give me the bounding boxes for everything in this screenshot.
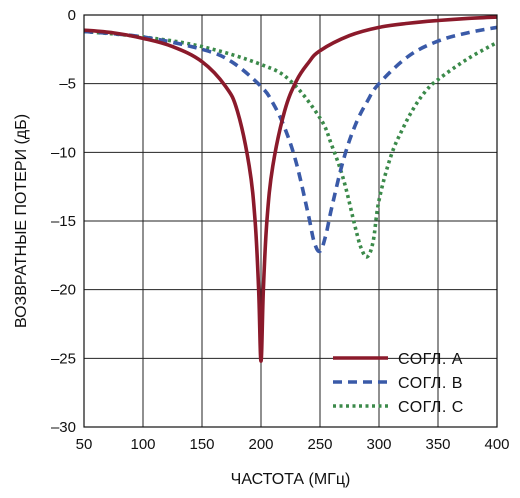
series-lines (84, 15, 497, 363)
legend-label-2: СОГЛ. В (398, 375, 463, 392)
x-tick-label: 50 (76, 436, 93, 453)
legend: СОГЛ. А СОГЛ. В СОГЛ. С (333, 351, 464, 416)
y-tick-label: –30 (51, 419, 76, 436)
y-axis-title: ВОЗВРАТНЫЕ ПОТЕРИ (дБ) (13, 114, 30, 328)
legend-label-1: СОГЛ. А (398, 351, 463, 368)
y-tick-label: –20 (51, 282, 76, 299)
y-tick-label: –25 (51, 350, 76, 367)
y-tick-label: –10 (51, 144, 76, 161)
x-tick-label: 300 (366, 436, 391, 453)
y-tick-label: –15 (51, 213, 76, 230)
legend-label-3: СОГЛ. С (398, 399, 464, 416)
x-tick-label: 100 (130, 436, 155, 453)
y-tick-label: 0 (68, 7, 76, 24)
x-tick-label: 400 (484, 436, 509, 453)
plot-frame (83, 14, 498, 428)
tick-labels: 50 100 150 200 250 300 350 400 0 –5 –10 –15 –20 –25 –3… (51, 7, 510, 453)
x-tick-label: 150 (189, 436, 214, 453)
x-tick-label: 250 (307, 436, 332, 453)
series-line-3 (84, 29, 497, 259)
x-tick-label: 350 (425, 436, 450, 453)
x-tick-label: 200 (248, 436, 273, 453)
y-tick-label: –5 (59, 76, 76, 93)
series-line-1 (84, 15, 497, 363)
x-axis-title: ЧАСТОТА (МГц) (231, 471, 351, 488)
series-line-2 (84, 25, 497, 254)
